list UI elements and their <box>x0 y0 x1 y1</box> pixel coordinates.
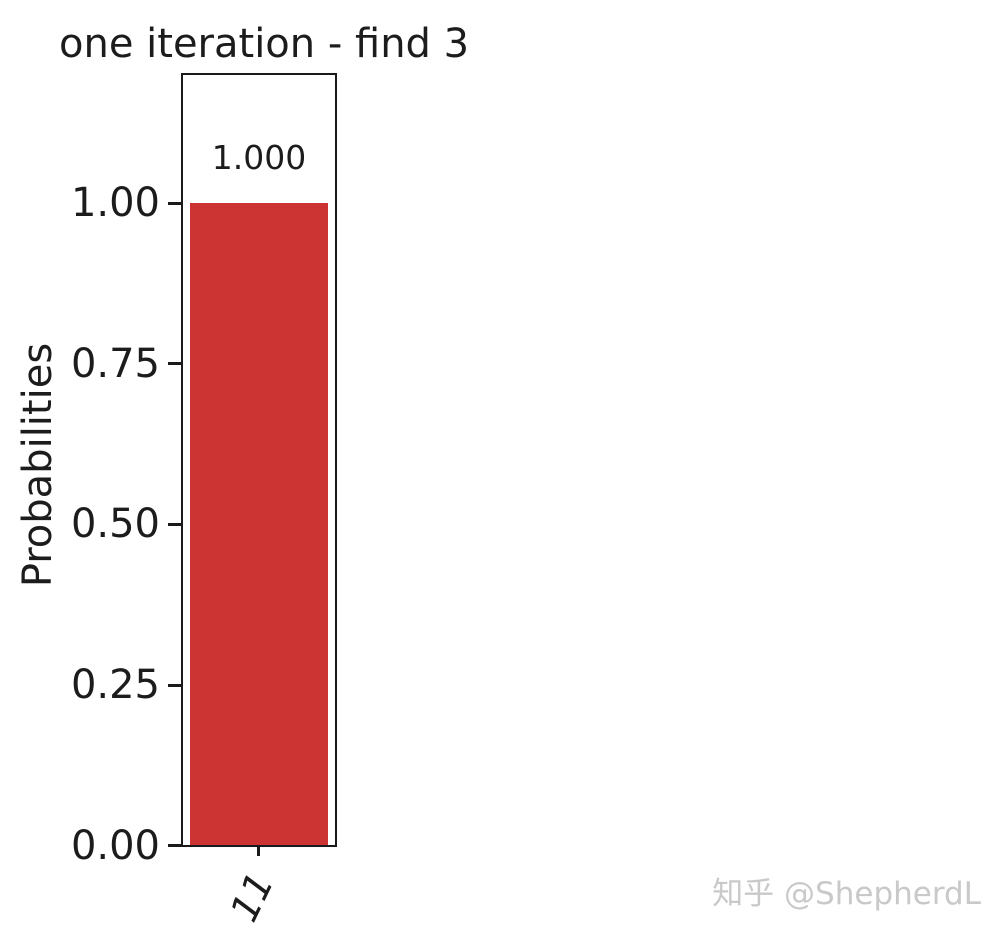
y-tick-label-0.00: 0.00 <box>70 823 160 869</box>
x-tick-label: 11 <box>221 865 283 929</box>
y-tick-label-0.50: 0.50 <box>70 501 160 547</box>
chart-title: one iteration - find 3 <box>59 21 470 67</box>
y-tick-mark <box>168 362 181 365</box>
y-tick-mark <box>168 523 181 526</box>
y-tick-label-0.75: 0.75 <box>70 341 160 387</box>
watermark: 知乎 @ShepherdL <box>712 876 981 912</box>
y-tick-label-1.00: 1.00 <box>70 180 160 226</box>
y-tick-mark <box>168 844 181 847</box>
bar-value-label: 1.000 <box>211 138 307 178</box>
y-tick-label-0.25: 0.25 <box>70 662 160 708</box>
plot-frame: 1.000 <box>181 73 337 847</box>
x-tick-mark <box>257 847 260 856</box>
probability-bar <box>190 203 328 845</box>
y-tick-mark <box>168 684 181 687</box>
y-tick-mark <box>168 202 181 205</box>
